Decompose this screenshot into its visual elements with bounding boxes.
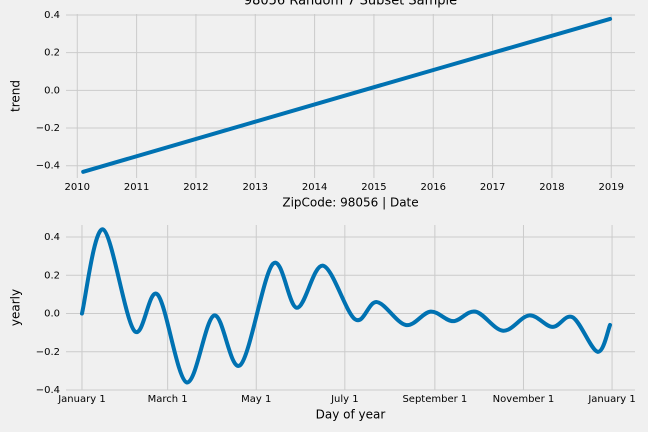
x-tick-label: July 1 (330, 394, 359, 405)
x-tick-label: January 1 (587, 394, 635, 405)
x-tick-label: November 1 (493, 394, 555, 405)
y-tick-label: 0.2 (44, 270, 60, 281)
y-tick-label: −0.4 (36, 161, 60, 172)
y-tick-label: 0.0 (44, 309, 60, 320)
x-tick-label: 2016 (421, 182, 446, 193)
x-tick-label: 2018 (539, 182, 564, 193)
x-tick-label: 2019 (599, 182, 624, 193)
x-tick-label: 2014 (302, 182, 327, 193)
x-tick-label: January 1 (57, 394, 105, 405)
x-tick-label: March 1 (148, 394, 188, 405)
chart-title: 98056 Random 7 Subset Sample (244, 0, 457, 9)
x-tick-label: September 1 (402, 394, 467, 405)
y-tick-label: 0.4 (44, 10, 60, 21)
y-tick-label: −0.2 (36, 123, 60, 134)
trend-line (79, 227, 613, 385)
x-tick-label: 2013 (243, 182, 268, 193)
x-tick-label: 2010 (65, 182, 90, 193)
y-tick-label: 0.2 (44, 48, 60, 59)
y-axis-label: trend (9, 80, 23, 112)
x-tick-label: May 1 (241, 394, 271, 405)
x-tick-label: 2011 (124, 182, 149, 193)
y-axis-label: yearly (9, 289, 23, 326)
x-tick-label: 2015 (361, 182, 386, 193)
y-tick-label: 0.0 (44, 85, 60, 96)
y-tick-label: −0.4 (36, 385, 60, 396)
y-tick-label: 0.4 (44, 232, 60, 243)
x-axis-label: ZipCode: 98056 | Date (282, 196, 418, 210)
x-tick-label: 2012 (183, 182, 208, 193)
x-axis-label: Day of year (316, 408, 386, 422)
x-tick-label: 2017 (480, 182, 505, 193)
y-tick-label: −0.2 (36, 347, 60, 358)
trend-line (81, 16, 613, 174)
